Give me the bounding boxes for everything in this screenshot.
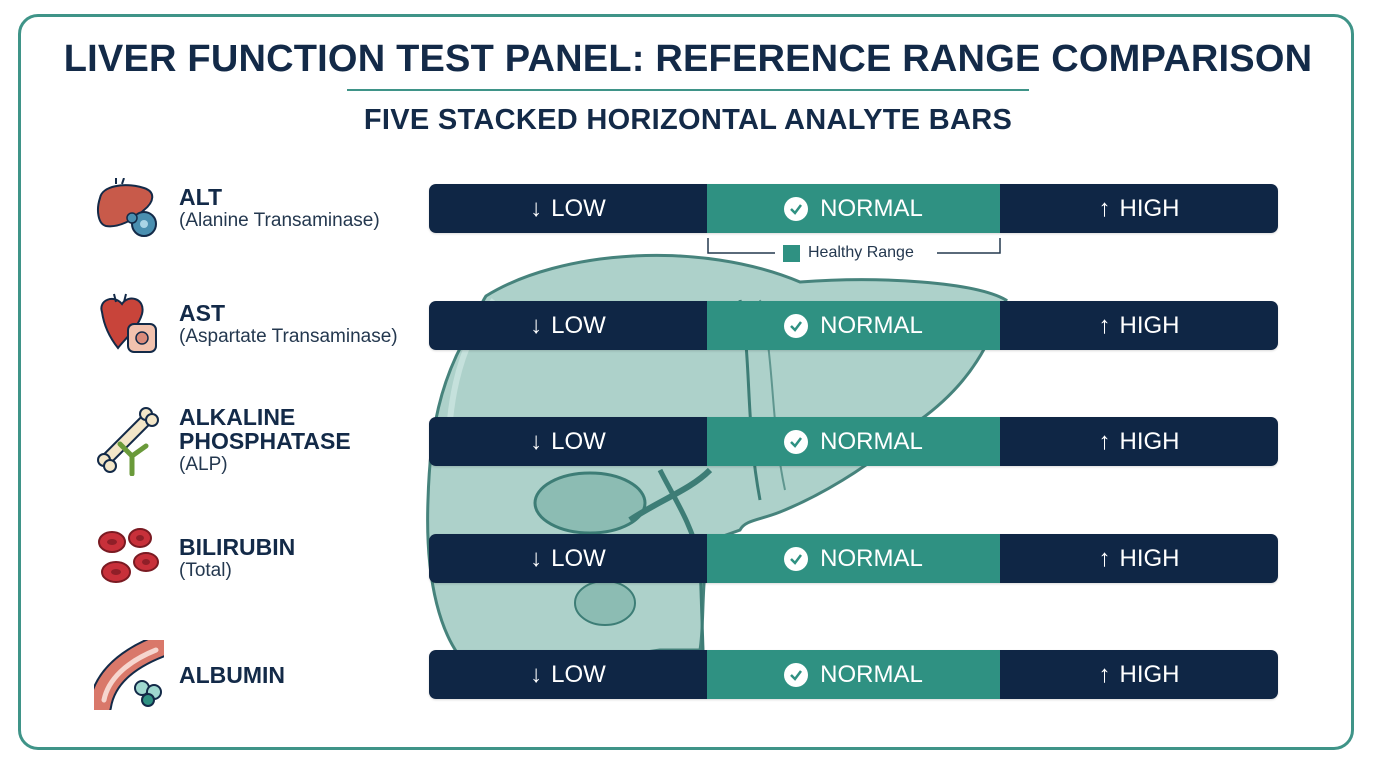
high-label: HIGH [1119, 311, 1180, 339]
high-segment: ↑ HIGH [1000, 417, 1278, 466]
normal-segment: NORMAL [707, 650, 1000, 699]
range-bar-alp: ↓ LOW NORMAL ↑ HIGH [429, 417, 1278, 466]
low-label: LOW [551, 194, 606, 222]
arrow-down-icon: ↓ [530, 311, 543, 339]
range-bar-ast: ↓ LOW NORMAL ↑ HIGH [429, 301, 1278, 350]
high-label: HIGH [1119, 427, 1180, 455]
arrow-down-icon: ↓ [530, 660, 543, 688]
red-blood-cells-icon [98, 528, 159, 583]
analyte-name: AST [179, 300, 225, 326]
check-icon [784, 662, 809, 687]
healthy-range-bracket [707, 238, 1001, 254]
normal-segment: NORMAL [707, 417, 1000, 466]
check-icon [784, 429, 809, 454]
arrow-up-icon: ↑ [1098, 311, 1111, 339]
high-segment: ↑ HIGH [1000, 184, 1278, 233]
low-segment: ↓ LOW [429, 534, 707, 583]
arrow-down-icon: ↓ [530, 427, 543, 455]
page-title: LIVER FUNCTION TEST PANEL: REFERENCE RAN… [63, 38, 1313, 80]
range-bar-albumin: ↓ LOW NORMAL ↑ HIGH [429, 650, 1278, 699]
analyte-subname: (Aspartate Transaminase) [179, 326, 398, 347]
low-segment: ↓ LOW [429, 650, 707, 699]
check-icon [784, 196, 809, 221]
analyte-name: BILIRUBIN [179, 534, 296, 560]
analyte-subname: (ALP) [179, 454, 228, 475]
normal-segment: NORMAL [707, 534, 1000, 583]
healthy-range-label: Healthy Range [808, 244, 914, 261]
normal-label: NORMAL [820, 194, 923, 222]
liver-cell-icon [97, 178, 157, 237]
healthy-range-swatch [783, 244, 800, 262]
normal-label: NORMAL [820, 311, 923, 339]
analyte-name: ALKALINE [179, 404, 296, 430]
high-label: HIGH [1119, 544, 1180, 572]
normal-segment: NORMAL [707, 301, 1000, 350]
normal-label: NORMAL [820, 660, 923, 688]
check-icon [784, 546, 809, 571]
heart-muscle-icon [100, 293, 157, 353]
title-divider [347, 89, 1029, 91]
normal-segment: NORMAL [707, 184, 1000, 233]
check-icon [784, 313, 809, 338]
analyte-name: PHOSPHATASE [179, 428, 351, 454]
high-segment: ↑ HIGH [1000, 650, 1278, 699]
arrow-up-icon: ↑ [1098, 427, 1111, 455]
healthy-range-legend: Healthy Range [783, 244, 914, 262]
normal-label: NORMAL [820, 427, 923, 455]
arrow-up-icon: ↑ [1098, 194, 1111, 222]
analyte-subname: (Total) [179, 560, 232, 581]
page-subtitle: FIVE STACKED HORIZONTAL ANALYTE BARS [363, 104, 1013, 136]
high-segment: ↑ HIGH [1000, 534, 1278, 583]
low-segment: ↓ LOW [429, 184, 707, 233]
bone-icon [97, 407, 159, 476]
normal-label: NORMAL [820, 544, 923, 572]
low-label: LOW [551, 427, 606, 455]
low-label: LOW [551, 660, 606, 688]
low-segment: ↓ LOW [429, 417, 707, 466]
high-label: HIGH [1119, 194, 1180, 222]
range-bar-alt: ↓ LOW NORMAL ↑ HIGH [429, 184, 1278, 233]
arrow-up-icon: ↑ [1098, 544, 1111, 572]
analyte-subname: (Alanine Transaminase) [179, 210, 380, 231]
high-segment: ↑ HIGH [1000, 301, 1278, 350]
low-label: LOW [551, 544, 606, 572]
arrow-down-icon: ↓ [530, 544, 543, 572]
analyte-name: ALT [179, 184, 223, 210]
range-bar-bilirubin: ↓ LOW NORMAL ↑ HIGH [429, 534, 1278, 583]
arrow-down-icon: ↓ [530, 194, 543, 222]
low-label: LOW [551, 311, 606, 339]
blood-vessel-protein-icon [94, 640, 164, 710]
arrow-up-icon: ↑ [1098, 660, 1111, 688]
low-segment: ↓ LOW [429, 301, 707, 350]
analyte-name: ALBUMIN [179, 662, 286, 688]
high-label: HIGH [1119, 660, 1180, 688]
